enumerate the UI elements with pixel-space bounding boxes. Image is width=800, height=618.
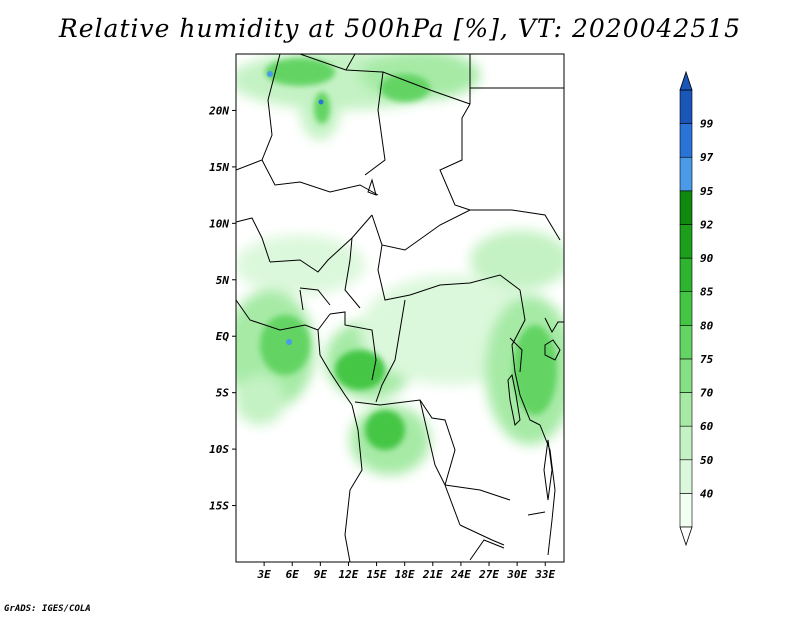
colorbar-label: 95 (700, 185, 714, 198)
lon-tick-label: 24E (450, 568, 471, 581)
lake-tanganyika (507, 373, 521, 427)
latitude-axis: 20N 15N 10N 5N EQ 5S 10S 15S (208, 104, 236, 513)
humidity-peak-equator (286, 339, 292, 345)
lake-chad (367, 178, 377, 196)
humidity-light-areas (236, 54, 564, 475)
lat-tick-label: 10N (209, 217, 229, 230)
lake-malawi (543, 439, 553, 501)
lat-tick-label: EQ (216, 330, 230, 343)
lon-tick-label: 9E (314, 568, 328, 581)
lon-tick-label: 30E (506, 568, 527, 581)
lon-tick-label: 12E (339, 568, 359, 581)
colorbar-label: 99 (700, 118, 714, 131)
lake-victoria (544, 339, 561, 361)
colorbar-segment-2 (679, 425, 693, 461)
colorbar-segment-10 (679, 156, 693, 192)
map-frame (235, 53, 565, 563)
humidity-peak-sahara (318, 99, 324, 105)
colorbar-segment-11 (679, 123, 693, 158)
colorbar-segment-9 (679, 190, 693, 225)
lon-tick-label: 3E (256, 568, 271, 581)
lat-tick-label: 20N (208, 104, 229, 117)
colorbar-bottom-arrow (679, 526, 693, 547)
colorbar-segment-12 (679, 89, 693, 124)
longitude-axis: 3E 6E 9E 12E 15E 18E 21E 24E 27E 30E 33E (256, 562, 556, 581)
colorbar-label: 85 (700, 286, 714, 299)
lon-tick-label: 33E (534, 568, 555, 581)
colorbar-label: 92 (700, 218, 714, 231)
lat-tick-label: 5N (216, 274, 230, 287)
colorbar-segment-8 (679, 224, 693, 259)
colorbar-label: 75 (700, 353, 714, 366)
colorbar-segment-5 (679, 325, 693, 360)
lon-tick-label: 18E (395, 568, 415, 581)
colorbar-segment-7 (679, 257, 693, 292)
colorbar-label: 70 (700, 387, 714, 400)
colorbar-label: 80 (700, 319, 714, 332)
lon-tick-label: 21E (422, 568, 443, 581)
lat-tick-label: 15S (209, 500, 229, 513)
grads-credit: GrADS: IGES/COLA (4, 604, 91, 614)
lat-tick-label: 10S (209, 443, 229, 456)
map-title: Relative humidity at 500hPa [%], VT: 202… (58, 14, 742, 43)
colorbar-top-arrow (679, 70, 693, 91)
humidity-dense-areas (260, 58, 557, 450)
colorbar-segment-4 (679, 358, 693, 393)
colorbar-segment-3 (679, 392, 693, 427)
colorbar-label: 40 (700, 487, 714, 500)
colorbar-label: 97 (700, 151, 714, 164)
colorbar-segment-0 (679, 493, 693, 528)
colorbar-segment-1 (679, 459, 693, 494)
lat-tick-label: 5S (216, 387, 230, 400)
colorbar-label: 60 (700, 420, 714, 433)
colorbar-segment-6 (679, 291, 693, 326)
lon-tick-label: 6E (286, 568, 300, 581)
colorbar-label: 90 (700, 252, 714, 265)
lat-tick-label: 15N (209, 161, 229, 174)
lakes (367, 178, 561, 516)
lon-tick-label: 27E (478, 568, 499, 581)
colorbar: 40 50 60 70 75 80 85 90 92 95 97 99 (679, 70, 714, 547)
humidity-field (236, 54, 564, 475)
lon-tick-label: 15E (367, 568, 387, 581)
humidity-peak-north (267, 71, 273, 77)
lake-kariba (527, 511, 546, 516)
colorbar-label: 50 (700, 454, 714, 467)
country-borders (236, 54, 564, 562)
